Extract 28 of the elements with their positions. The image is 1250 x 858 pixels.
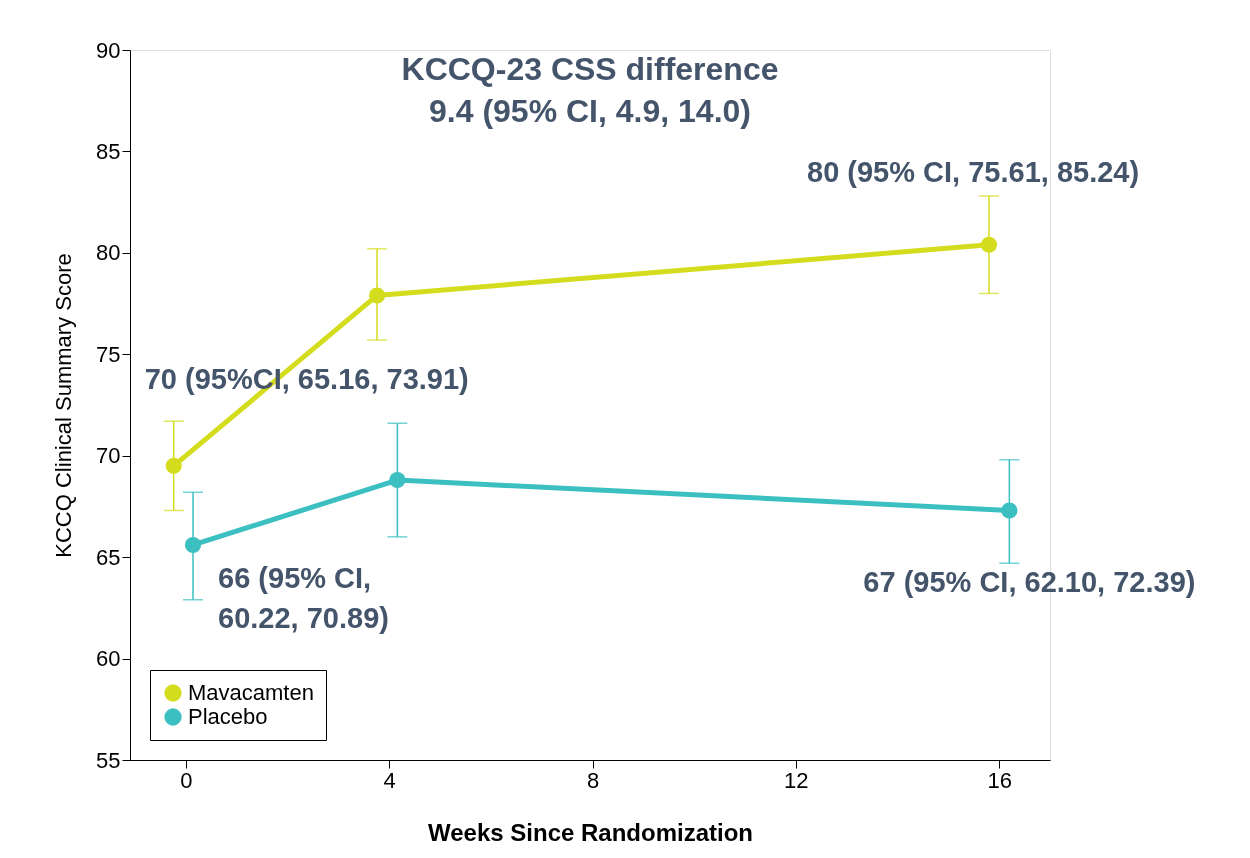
chart-title: KCCQ-23 CSS difference xyxy=(401,51,779,87)
x-tick-label: 4 xyxy=(383,767,396,793)
y-tick-label: 55 xyxy=(96,747,121,773)
annotation: 80 (95% CI, 75.61, 85.24) xyxy=(807,155,1140,188)
y-tick-label: 85 xyxy=(96,138,121,164)
text: 9.4 (95% CI, 4.9, 14.0) xyxy=(429,93,751,129)
annotation: 67 (95% CI, 62.10, 72.39) xyxy=(863,566,1196,599)
legend-label: Mavacamten xyxy=(188,680,314,705)
y-tick-label: 60 xyxy=(96,646,121,672)
point xyxy=(389,472,406,489)
x-tick-label: 0 xyxy=(180,767,193,793)
annotation: 66 (95% CI, 60.22, 70.89) xyxy=(218,561,389,634)
point xyxy=(1001,502,1018,519)
y-tick-label: 80 xyxy=(96,240,121,266)
y-tick-label: 90 xyxy=(96,37,121,63)
y-axis-title: KCCQ Clinical Summary Score xyxy=(51,253,77,558)
y-tick-label: 75 xyxy=(96,341,121,367)
legend-label: Placebo xyxy=(188,704,268,729)
point xyxy=(165,457,182,474)
x-axis-title: Weeks Since Randomization xyxy=(428,818,753,846)
point xyxy=(980,236,998,253)
x-tick-label: 8 xyxy=(586,767,600,793)
point xyxy=(368,287,386,304)
y-tick-label: 70 xyxy=(96,443,121,469)
x-tick-label: 12 xyxy=(784,767,809,793)
y-tick-label: 65 xyxy=(96,544,121,570)
point xyxy=(184,536,202,554)
x-tick-label: 16 xyxy=(987,767,1012,793)
